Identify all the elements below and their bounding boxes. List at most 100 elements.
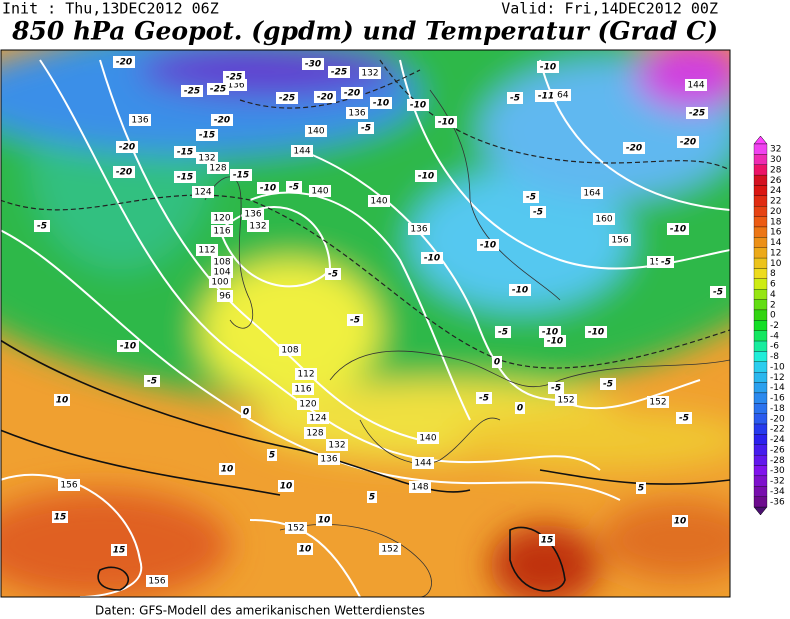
geopotential-label: 112 xyxy=(297,370,314,380)
temperature-label: -10 xyxy=(542,328,558,338)
temperature-label: -20 xyxy=(680,138,696,148)
colorbar-swatch xyxy=(753,268,768,279)
colorbar-swatch xyxy=(753,174,768,186)
geopotential-label-box xyxy=(292,383,314,395)
geopotential-label: 100 xyxy=(211,278,228,288)
colorbar-swatch xyxy=(753,154,768,165)
temperature-label-box xyxy=(54,394,70,406)
temperature-label: -25 xyxy=(210,85,226,95)
temperature-label: -5 xyxy=(713,288,723,298)
temperature-label-box xyxy=(539,534,555,546)
colorbar-swatch xyxy=(753,226,768,238)
temperature-label-box xyxy=(341,87,363,99)
temperature-label: 10 xyxy=(56,396,69,406)
colorbar-swatch xyxy=(753,278,768,290)
geopotential-label: 144 xyxy=(293,147,310,157)
colorbar-label: -20 xyxy=(770,414,785,424)
geopotential-label-box xyxy=(211,225,233,237)
colorbar-label: -16 xyxy=(770,394,785,404)
temperature-label: -5 xyxy=(603,380,613,390)
temperature-label: -10 xyxy=(418,172,434,182)
temperature-label-box xyxy=(585,326,607,338)
temperature-label: 10 xyxy=(674,517,687,527)
temperature-label: -10 xyxy=(512,286,528,296)
colorbar-swatch xyxy=(753,465,768,477)
temperature-label: -5 xyxy=(551,384,561,394)
temperature-label: 10 xyxy=(280,482,293,492)
temperature-label-box xyxy=(230,169,252,181)
geopotential-label-box xyxy=(58,479,80,491)
colorbar-label: -14 xyxy=(770,383,785,393)
colorbar-swatch xyxy=(753,320,768,331)
geopotential-label: 120 xyxy=(213,214,230,224)
temperature-label-box xyxy=(113,56,135,68)
geopotential-label-box xyxy=(129,114,151,126)
temperature-label: -5 xyxy=(147,377,157,387)
geopotential-label: 164 xyxy=(551,91,568,101)
map-field: 1321361641441361361401441401281321241201… xyxy=(1,50,730,597)
geopotential-label: 140 xyxy=(370,197,387,207)
colorbar-label: 16 xyxy=(770,228,782,238)
cold-isolines xyxy=(1,59,730,369)
colorbar-swatch xyxy=(753,444,768,456)
temperature-label-box xyxy=(672,515,688,527)
geopotential-label-box xyxy=(291,145,313,157)
temperature-label-box xyxy=(174,146,196,158)
colorbar-swatch xyxy=(753,340,768,352)
temperature-label-box xyxy=(421,252,443,264)
geopotential-label: 136 xyxy=(227,81,244,91)
temperature-label: -5 xyxy=(328,270,338,280)
colorbar-swatch xyxy=(753,475,768,487)
temperature-label-box xyxy=(435,116,457,128)
colorbar-label: -4 xyxy=(770,331,779,341)
temperature-label-box xyxy=(407,99,429,111)
colorbar-swatch xyxy=(753,403,768,414)
temperature-label: -15 xyxy=(177,148,193,158)
colorbar-label: -24 xyxy=(770,435,785,445)
temperature-label-box xyxy=(347,314,363,326)
temperature-label: -10 xyxy=(438,118,454,128)
colorbar-label: 10 xyxy=(770,259,782,269)
geopotential-label-box xyxy=(196,244,218,256)
temperature-label-box xyxy=(523,191,539,203)
temperature-label: 0 xyxy=(243,408,249,418)
temperature-label-box xyxy=(297,543,313,555)
temperature-label: 0 xyxy=(494,358,500,368)
temperature-label: -25 xyxy=(689,109,705,119)
temperature-label-box xyxy=(530,206,546,218)
colorbar-swatch xyxy=(753,392,768,404)
geopotential-label-box xyxy=(609,234,631,246)
temperature-label: 10 xyxy=(299,545,312,555)
temperature-label-box xyxy=(211,114,233,126)
temperature-label-box xyxy=(325,268,341,280)
temperature-label-box xyxy=(686,107,708,119)
temperature-label: -25 xyxy=(331,68,347,78)
temperature-label: -10 xyxy=(547,337,563,347)
temperature-label: -11 xyxy=(538,92,554,102)
temperature-label-box xyxy=(316,514,332,526)
geopotential-label-box xyxy=(211,256,233,268)
colorbar-swatch xyxy=(753,413,768,425)
colorbar: 32302826242220181614121086420-2-4-6-8-10… xyxy=(753,135,785,516)
temperature-label: -5 xyxy=(533,208,543,218)
temperature-label-box xyxy=(181,85,203,97)
colorbar-label: 26 xyxy=(770,176,782,186)
geopotential-label-box xyxy=(307,412,329,424)
temperature-label-box xyxy=(276,92,298,104)
colorbar-swatch xyxy=(753,372,768,383)
temperature-label-box xyxy=(257,182,279,194)
geopotential-label: 152 xyxy=(287,524,304,534)
geopotential-label: 128 xyxy=(306,429,323,439)
colorbar-label: 14 xyxy=(770,238,782,248)
temperature-label-box xyxy=(415,170,437,182)
temperature-label: -10 xyxy=(410,101,426,111)
geopotential-label: 136 xyxy=(348,109,365,119)
colorbar-swatch xyxy=(753,496,768,508)
valid-time: Valid: Fri,14DEC2012 00Z xyxy=(501,0,718,18)
geopotential-label: 136 xyxy=(131,116,148,126)
temperature-label-box xyxy=(370,97,392,109)
geopotential-label: 136 xyxy=(320,455,337,465)
temperature-label-box xyxy=(476,392,492,404)
temperature-label-box xyxy=(507,92,523,104)
geopotential-label: 144 xyxy=(687,81,704,91)
